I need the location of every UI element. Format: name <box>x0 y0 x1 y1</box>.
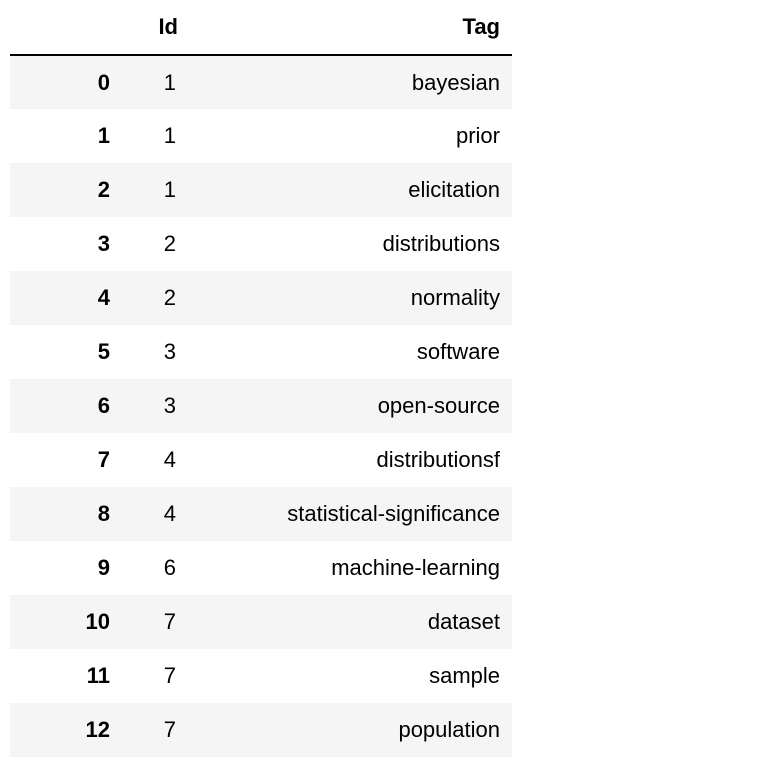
table-header: Id Tag <box>10 0 512 56</box>
row-id: 1 <box>118 55 178 109</box>
table-row: 9 6 machine-learning <box>10 541 512 595</box>
row-tag: sample <box>429 663 500 688</box>
row-index: 7 <box>97 447 110 472</box>
header-id: Id <box>118 0 178 56</box>
table-row: 7 4 distributionsf <box>10 433 512 487</box>
table-row: 2 1 elicitation <box>10 163 512 217</box>
row-id: 6 <box>163 555 176 580</box>
row-index: 2 <box>10 163 118 217</box>
table-row: 1 1 prior <box>10 109 512 163</box>
row-id: 4 <box>163 447 176 472</box>
table-row: 6 3 open-source <box>10 379 512 433</box>
table-row: 12 7 population <box>10 703 512 757</box>
table-body: 0 1 bayesian 1 1 prior 2 1 elicitation 3… <box>10 55 512 757</box>
header-index <box>10 0 118 56</box>
row-index: 4 <box>10 271 118 325</box>
table-row: 5 3 software <box>10 325 512 379</box>
row-id: 3 <box>118 379 178 433</box>
row-tag: distributionsf <box>376 447 500 472</box>
row-tag: population <box>178 703 512 757</box>
row-index: 6 <box>10 379 118 433</box>
row-index: 10 <box>10 595 118 649</box>
row-index: 3 <box>97 231 110 256</box>
row-id: 4 <box>118 487 178 541</box>
row-tag: dataset <box>178 595 512 649</box>
row-id: 3 <box>163 339 176 364</box>
row-id: 1 <box>118 163 178 217</box>
table-row: 0 1 bayesian <box>10 55 512 109</box>
row-tag: software <box>416 339 500 364</box>
table-row: 8 4 statistical-significance <box>10 487 512 541</box>
row-id: 7 <box>118 703 178 757</box>
row-id: 7 <box>163 663 176 688</box>
row-index: 0 <box>10 55 118 109</box>
row-index: 1 <box>97 123 110 148</box>
row-id: 2 <box>118 271 178 325</box>
row-index: 12 <box>10 703 118 757</box>
row-id: 2 <box>163 231 176 256</box>
header-tag: Tag <box>178 0 512 56</box>
row-index: 5 <box>97 339 110 364</box>
row-id: 1 <box>163 123 176 148</box>
header-row: Id Tag <box>10 0 512 56</box>
row-tag: open-source <box>178 379 512 433</box>
row-id: 7 <box>118 595 178 649</box>
row-tag: prior <box>455 123 500 148</box>
row-tag: machine-learning <box>331 555 500 580</box>
table-row: 4 2 normality <box>10 271 512 325</box>
row-tag: elicitation <box>178 163 512 217</box>
dataframe-table: Id Tag 0 1 bayesian 1 1 prior 2 1 elicit… <box>10 0 512 757</box>
row-index: 11 <box>86 663 110 688</box>
row-tag: distributions <box>382 231 500 256</box>
row-index: 9 <box>97 555 110 580</box>
row-tag: bayesian <box>178 55 512 109</box>
table-row: 10 7 dataset <box>10 595 512 649</box>
row-tag: normality <box>178 271 512 325</box>
dataframe-output: Id Tag 0 1 bayesian 1 1 prior 2 1 elicit… <box>10 0 512 757</box>
table-row: 11 7 sample <box>10 649 512 703</box>
table-row: 3 2 distributions <box>10 217 512 271</box>
row-tag: statistical-significance <box>178 487 512 541</box>
row-index: 8 <box>10 487 118 541</box>
